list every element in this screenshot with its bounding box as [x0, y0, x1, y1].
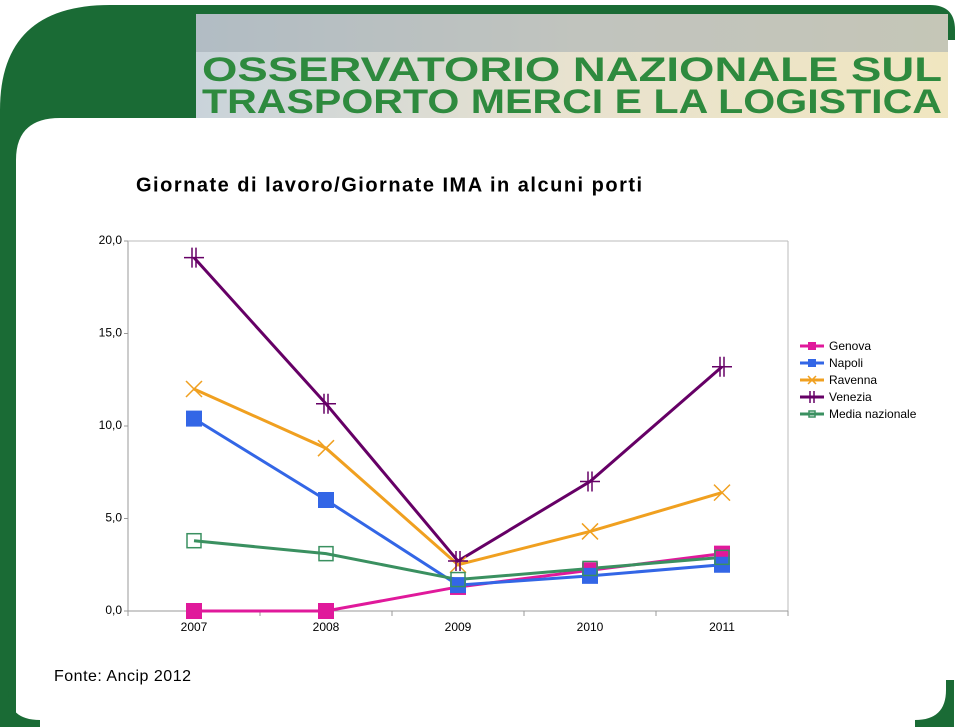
legend-label: Ravenna [829, 373, 877, 387]
banner-photo [196, 14, 948, 52]
y-tick-label: 5,0 [105, 511, 122, 525]
marker [316, 393, 336, 414]
marker [318, 603, 334, 619]
marker [712, 356, 732, 377]
legend-item: Media nazionale [800, 407, 917, 421]
marker [184, 247, 204, 268]
banner-line2: TRASPORTO MERCI E LA LOGISTICA [202, 83, 942, 121]
legend-marker [808, 359, 816, 367]
plot: 0,0 5,0 10,0 15,0 20,0 2007 2008 2009 2010 2011 Ge… [99, 233, 917, 634]
x-tick-label: 2009 [445, 620, 472, 634]
marker [186, 532, 202, 549]
marker [318, 492, 334, 508]
legend-label: Genova [829, 339, 871, 353]
marker [317, 439, 335, 457]
legend-marker [808, 410, 816, 418]
legend-marker [806, 391, 818, 403]
legend-marker [807, 375, 817, 385]
legend-label: Venezia [829, 390, 872, 404]
marker [450, 571, 466, 588]
legend-item: Venezia [800, 390, 872, 404]
marker [713, 484, 731, 502]
y-tick-label: 10,0 [99, 418, 123, 432]
y-tick-label: 15,0 [99, 326, 123, 340]
frame [0, 5, 955, 727]
legend-item: Genova [800, 339, 871, 353]
x-tick-label: 2010 [577, 620, 604, 634]
marker [580, 471, 600, 492]
series-line [193, 387, 723, 567]
marker [318, 545, 334, 562]
x-tick-label: 2007 [181, 620, 208, 634]
legend-marker [808, 342, 816, 350]
marker [449, 556, 467, 574]
legend-label: Media nazionale [829, 407, 917, 421]
marker [186, 603, 202, 619]
marker [714, 549, 730, 566]
source: Fonte: Ancip 2012 [54, 668, 191, 685]
marker [581, 522, 599, 540]
x-tick-label: 2008 [313, 620, 340, 634]
marker [185, 380, 203, 398]
marker [186, 410, 202, 427]
legend-item: Napoli [800, 356, 863, 370]
marker [450, 577, 466, 594]
marker [582, 560, 598, 577]
y-tick-label: 20,0 [99, 233, 123, 247]
legend-label: Napoli [829, 356, 863, 370]
frame-corner [0, 680, 40, 727]
y-tick-label: 0,0 [105, 603, 122, 617]
frame-corner [915, 680, 954, 727]
legend-item: Ravenna [800, 373, 877, 387]
x-tick-label: 2011 [709, 620, 735, 634]
marker [448, 551, 468, 572]
chart-title: Giornate di lavoro/Giornate IMA in alcun… [136, 174, 644, 196]
banner-line1: OSSERVATORIO NAZIONALE SUL [202, 51, 942, 89]
